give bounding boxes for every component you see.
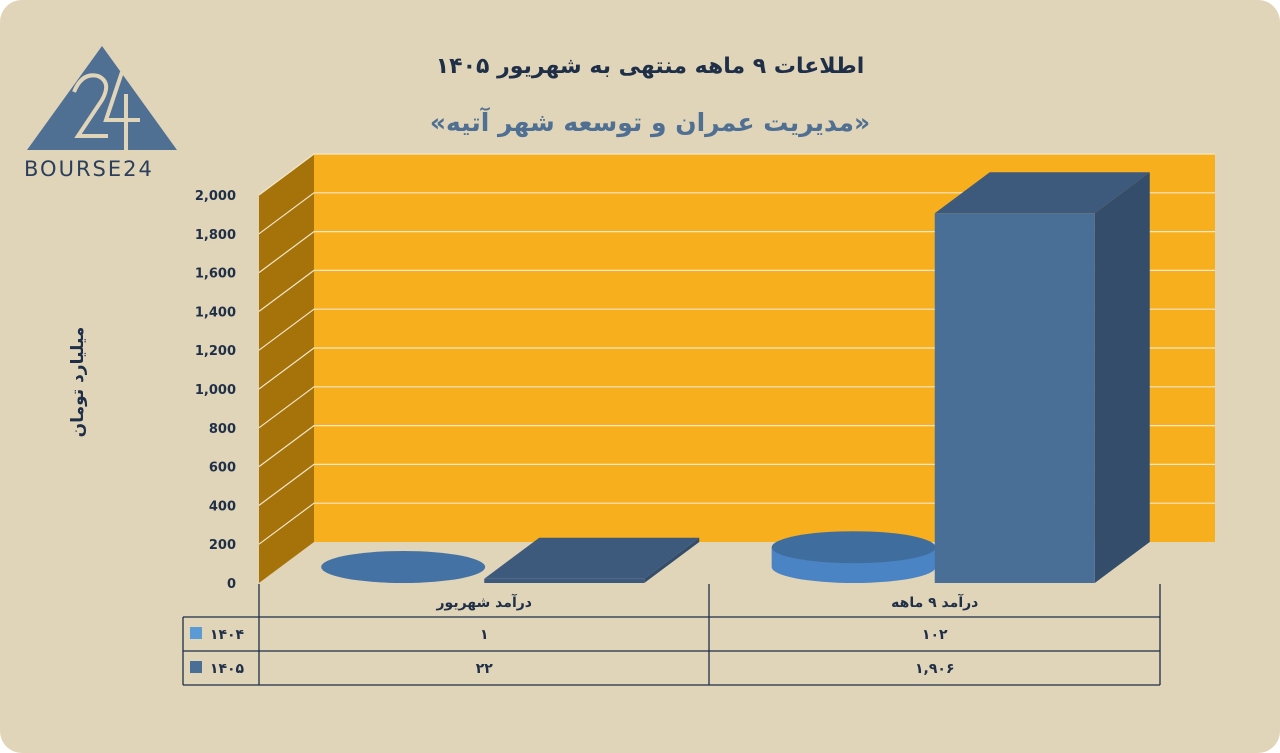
category-label: درآمد ۹ ماهه (891, 593, 978, 611)
gridline (258, 463, 1215, 506)
legend-label: ۱۴۰۵ (210, 661, 245, 677)
gridline (258, 192, 1215, 235)
gridline (258, 386, 1215, 429)
bar-1405-side (1094, 172, 1150, 583)
bourse24-logo-icon (27, 46, 177, 150)
legend-swatch (190, 661, 202, 673)
y-tick-label: 600 (209, 461, 236, 476)
y-tick-label: 2,000 (195, 189, 236, 204)
y-tick-label: 0 (227, 577, 236, 592)
y-tick-label: 1,000 (195, 383, 236, 398)
legend-swatch (190, 627, 202, 639)
category-label: درآمد شهریور (436, 593, 532, 611)
y-tick-label: 1,600 (195, 267, 236, 282)
logo-text: BOURSE24 (24, 157, 154, 181)
legend-label: ۱۴۰۴ (210, 627, 245, 643)
data-label: ۱,۹۰۶ (915, 661, 955, 677)
bar-1405-front (484, 578, 645, 583)
y-tick-label: 800 (209, 422, 236, 437)
bar-1405-side (644, 537, 700, 583)
gridline (258, 347, 1215, 390)
y-tick-label: 1,200 (195, 344, 236, 359)
gridline (258, 153, 1215, 196)
bar-1404-disc (321, 551, 486, 583)
data-label: ۱۰۲ (922, 627, 948, 643)
y-tick-label: 1,400 (195, 305, 236, 320)
data-label: ۱ (480, 627, 489, 643)
gridline (258, 269, 1215, 312)
y-tick-label: 1,800 (195, 228, 236, 243)
data-label: ۲۲ (476, 661, 494, 677)
gridline (258, 425, 1215, 468)
bar-1405-front (934, 213, 1095, 583)
gridline (258, 231, 1215, 274)
chart-subtitle: «مدیریت عمران و توسعه شهر آتیه» (429, 108, 871, 137)
gridline (258, 502, 1215, 545)
gridline (258, 308, 1215, 351)
bar-1404-top (771, 531, 936, 564)
chart-title: اطلاعات ۹ ماهه منتهی به شهریور ۱۴۰۵ (435, 54, 865, 79)
bar-1405-top (484, 537, 700, 579)
bar-1405-top (934, 172, 1150, 214)
y-tick-label: 400 (209, 499, 236, 514)
y-tick-label: 200 (209, 538, 236, 553)
